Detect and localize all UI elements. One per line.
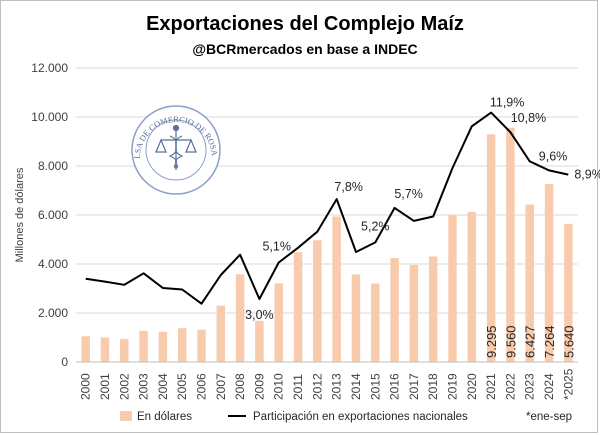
line-data-label: 3,0% (245, 308, 274, 322)
bar (506, 127, 515, 362)
bar (235, 274, 245, 362)
bar-data-label: 9.295 (484, 325, 499, 358)
bar (448, 214, 457, 362)
x-tick-label: 2019 (446, 373, 460, 400)
line-data-label: 5,2% (361, 219, 390, 233)
line-data-label: 8,9% (574, 168, 600, 182)
y-tick-label: 10.000 (31, 110, 68, 124)
x-tick-label: 2023 (523, 373, 537, 400)
x-tick-label: 2013 (330, 373, 344, 400)
bar (120, 338, 129, 362)
x-tick-label: 2009 (252, 373, 266, 400)
legend-bar-label: En dólares (137, 411, 192, 423)
bar (158, 331, 168, 362)
bar (351, 274, 361, 362)
legend: En dólares Participación en exportacione… (120, 411, 572, 423)
x-tick-label: 2008 (233, 373, 247, 400)
x-tick-label: 2001 (98, 373, 112, 400)
x-tick-label: 2010 (272, 373, 286, 400)
y-axis-label: Millones de dólares (14, 167, 26, 262)
bar-data-label: 5.640 (561, 325, 576, 358)
seal-inner-ring (145, 119, 207, 181)
bar-data-label: 9.560 (503, 325, 518, 358)
bar-data-label: 7.264 (542, 325, 557, 358)
x-tick-label: *2025 (561, 368, 575, 400)
participation-line (85, 111, 569, 305)
x-tick-label: 2020 (465, 373, 479, 400)
bar-layer (81, 127, 573, 362)
label-layer: 3,0% 5,1% 7,8% 5,2% 5,7% 11,9%10,8% 9,6% 8,9% 9.… (245, 96, 600, 358)
y-tick-label: 0 (61, 355, 68, 369)
chart-title: Exportaciones del Complejo Maíz (146, 13, 464, 35)
footnote: *ene-sep (526, 411, 572, 423)
bar (467, 211, 477, 362)
y-tick-label: 2.000 (38, 306, 68, 320)
line-data-label: 5,7% (394, 187, 423, 201)
x-tick-label: 2002 (117, 373, 131, 400)
bar (139, 330, 148, 362)
x-tick-label: 2005 (175, 373, 189, 400)
bar (332, 216, 341, 362)
bar (293, 252, 303, 362)
y-tick-label: 4.000 (38, 257, 68, 271)
bar (371, 283, 380, 362)
line-data-label: 11,9% (490, 96, 525, 110)
x-tick-label: 2003 (137, 373, 151, 400)
bar (100, 337, 110, 362)
line-data-label: 10,8% (511, 111, 546, 125)
x-tick-label: 2006 (195, 373, 209, 400)
y-tick-label: 6.000 (38, 208, 68, 222)
x-tick-label: 2016 (388, 373, 402, 400)
line-data-label: 5,1% (262, 240, 291, 254)
bar (390, 258, 399, 362)
x-tick-label: 2021 (484, 373, 498, 400)
bar (544, 184, 554, 362)
x-tick-label: 2022 (503, 373, 517, 400)
x-tick-label: 2011 (291, 374, 305, 400)
bar (428, 256, 438, 362)
x-tick-label: 2017 (407, 373, 421, 400)
x-tick-label: 2018 (426, 373, 440, 400)
y-tick-label: 12.000 (31, 61, 68, 75)
legend-bar-swatch (120, 411, 132, 421)
line-data-label: 9,6% (539, 149, 568, 163)
bar (177, 328, 187, 362)
x-tick-label: 2000 (79, 373, 93, 400)
chart-subtitle: @BCRmercados en base a INDEC (192, 41, 417, 57)
bar (409, 264, 419, 362)
line-data-label: 7,8% (334, 180, 363, 194)
x-tick-label: 2014 (349, 373, 363, 400)
bar (197, 329, 206, 362)
bar (525, 204, 534, 362)
x-tick-label: 2007 (214, 373, 228, 400)
bar (564, 223, 573, 362)
x-tick-label: 2012 (310, 373, 324, 400)
bar (216, 305, 226, 362)
line-layer (85, 111, 569, 305)
x-tick-label: 2024 (542, 373, 556, 400)
bar (486, 134, 496, 362)
x-tick-label: 2015 (368, 373, 382, 400)
y-tick-label: 8.000 (38, 159, 68, 173)
bar (81, 336, 90, 362)
x-axis-layer: 2000 2001 2002 2003 2004 2005 2006 2007 2008 2009… (76, 361, 578, 400)
legend-line-label: Participación en exportaciones nacionale… (253, 411, 468, 423)
x-tick-label: 2004 (156, 373, 170, 400)
bar (274, 283, 283, 362)
bar (255, 320, 264, 362)
bar (313, 240, 322, 362)
bar-data-label: 6.427 (523, 325, 538, 358)
caduceus-scales-icon (155, 124, 197, 170)
